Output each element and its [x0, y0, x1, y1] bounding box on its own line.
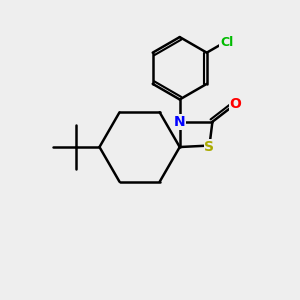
Text: N: N: [174, 115, 185, 129]
Text: S: S: [204, 140, 214, 154]
Text: Cl: Cl: [220, 36, 233, 49]
Text: O: O: [230, 97, 241, 111]
